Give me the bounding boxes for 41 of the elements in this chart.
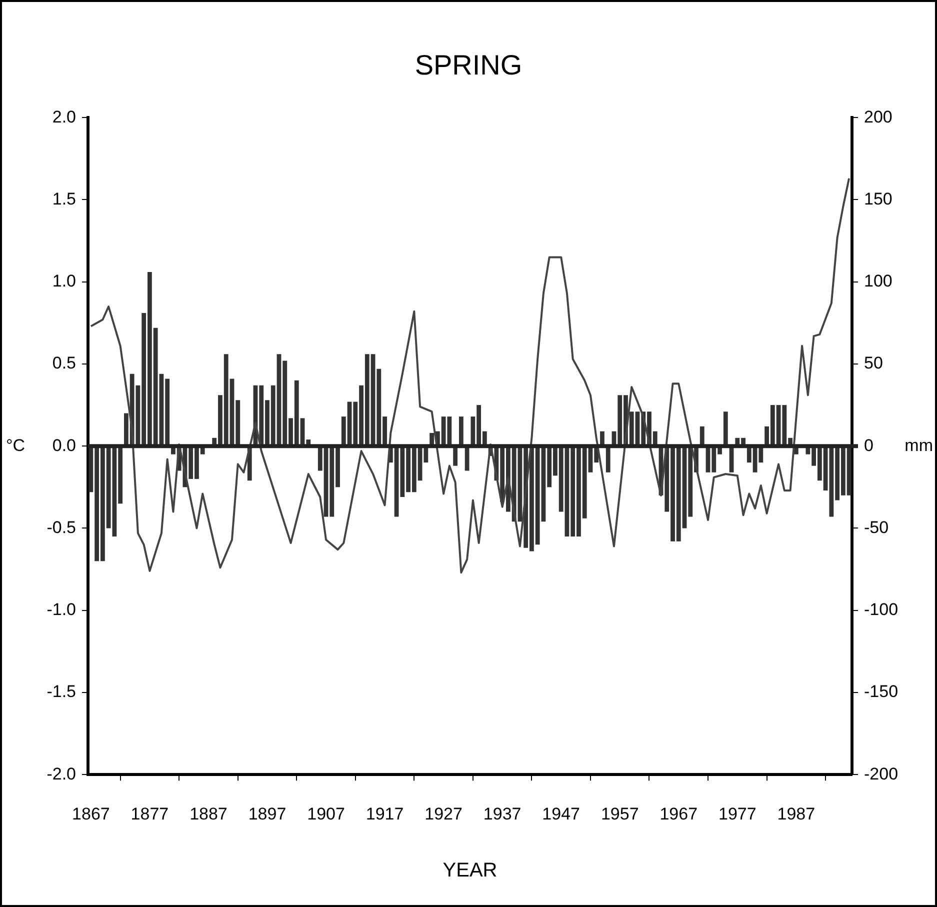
- y-tick-label: -2.0: [46, 764, 76, 784]
- y2-tick-label: -100: [864, 600, 898, 620]
- y2-tick-label: -50: [864, 518, 889, 537]
- x-tick-label: 1897: [248, 804, 286, 824]
- bar: [464, 446, 470, 471]
- y-tick-label: -1.5: [46, 682, 76, 702]
- y-tick-label: 1.5: [52, 189, 76, 208]
- y-axis-title: °C: [6, 436, 26, 455]
- x-tick-label: 1987: [777, 804, 816, 824]
- x-tick-label: 1937: [483, 804, 522, 824]
- x-tick-label: 1957: [600, 804, 639, 824]
- bar: [723, 412, 728, 446]
- x-tick-label: 1917: [366, 804, 404, 824]
- x-tick-label: 1977: [718, 804, 756, 824]
- y-tick-label: -1.0: [46, 600, 76, 620]
- x-tick-label: 1877: [130, 804, 169, 824]
- bar: [606, 446, 610, 472]
- x-tick-label: 1947: [542, 804, 580, 824]
- y2-axis-title: mm: [904, 436, 933, 455]
- x-axis-title: YEAR: [442, 860, 498, 882]
- x-tick-label: 1867: [72, 804, 110, 824]
- bar: [458, 416, 464, 446]
- y2-tick-label: 50: [864, 354, 883, 373]
- bar: [700, 426, 704, 446]
- y-tick-label: 2.0: [52, 107, 76, 126]
- bar: [453, 446, 458, 466]
- y2-tick-label: 200: [864, 107, 892, 126]
- y2-tick-label: 150: [864, 189, 892, 208]
- y2-tick-label: 100: [864, 272, 892, 291]
- y2-tick-label: -150: [864, 682, 898, 702]
- y-tick-label: 0.0: [52, 436, 76, 455]
- x-tick-label: 1927: [424, 804, 462, 824]
- y-tick-label: 0.5: [52, 354, 76, 373]
- x-tick-label: 1887: [190, 804, 228, 824]
- y-tick-label: 1.0: [52, 272, 76, 291]
- chart-title: SPRING: [414, 50, 522, 81]
- y2-tick-label: 0: [864, 436, 874, 455]
- x-tick-label: 1967: [660, 804, 698, 824]
- y-tick-label: -0.5: [46, 518, 76, 537]
- y2-tick-label: -200: [864, 764, 898, 784]
- x-tick-label: 1907: [307, 804, 345, 824]
